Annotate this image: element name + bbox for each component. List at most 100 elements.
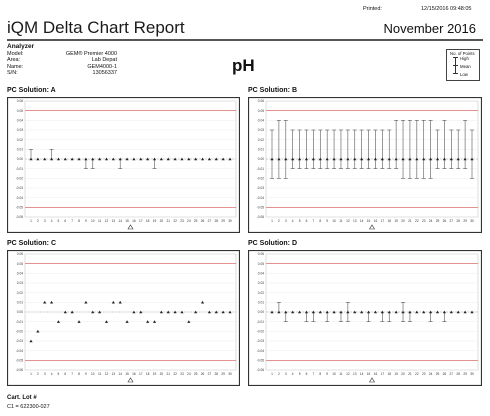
x-tick-label: 24	[429, 372, 433, 376]
mean-marker	[297, 310, 302, 314]
chart-frame	[248, 250, 482, 386]
mean-marker	[325, 310, 329, 314]
mean-marker	[104, 320, 109, 323]
info-key: S/N:	[7, 70, 18, 77]
mean-marker	[332, 157, 336, 161]
x-tick-label: 29	[221, 372, 225, 376]
info-value: GEM® Premier 4000	[65, 51, 117, 57]
mean-marker	[118, 300, 122, 304]
mean-marker	[194, 310, 198, 314]
x-tick-label: 21	[408, 372, 412, 376]
mean-marker	[214, 157, 218, 161]
x-tick-label: 16	[374, 219, 378, 223]
chart-pc-solution-a: 0.06 0.05 0.04 0.03 0.02 0.01 0.00 -0.01 -0.02 -0…	[7, 97, 240, 233]
mean-marker	[132, 157, 136, 161]
mean-marker	[277, 310, 281, 314]
analyte-title: pH	[232, 56, 255, 75]
mean-marker	[152, 320, 157, 323]
mean-marker	[408, 310, 412, 314]
x-tick-label: 5	[58, 372, 60, 376]
chart-pc-solution-b: 0.06 0.05 0.04 0.03 0.02 0.01 0.00 -0.01 -0.02 -0…	[248, 97, 482, 233]
x-tick-label: 30	[470, 219, 474, 223]
mean-marker	[360, 310, 364, 314]
mean-marker	[291, 157, 295, 161]
month-marker-icon	[368, 377, 376, 383]
x-tick-label: 28	[215, 219, 219, 223]
mean-marker	[284, 310, 288, 314]
x-tick-label: 15	[125, 372, 129, 376]
y-tick-label: -0.05	[257, 206, 264, 210]
x-tick-label: 4	[51, 372, 53, 376]
mean-marker	[284, 157, 288, 161]
info-value: GEM4000-1	[87, 63, 117, 70]
x-tick-label: 22	[415, 219, 419, 223]
x-tick-label: 12	[346, 219, 350, 223]
x-tick-label: 9	[326, 219, 328, 223]
legend-low-tick	[453, 73, 458, 74]
x-tick-label: 16	[374, 372, 378, 376]
mean-marker	[214, 310, 218, 314]
x-tick-label: 10	[91, 372, 95, 376]
mean-marker	[360, 157, 364, 161]
x-tick-label: 19	[394, 372, 398, 376]
y-tick-label: -0.06	[16, 215, 23, 219]
x-tick-label: 10	[332, 372, 336, 376]
x-tick-label: 3	[44, 219, 46, 223]
mean-marker	[77, 320, 81, 323]
y-tick-label: 0.02	[258, 291, 264, 295]
x-tick-label: 1	[30, 219, 32, 223]
x-tick-label: 23	[422, 219, 426, 223]
mean-marker	[311, 310, 315, 314]
x-tick-label: 14	[118, 219, 122, 223]
chart-pc-solution-d: 0.06 0.05 0.04 0.03 0.02 0.01 0.00 -0.01 -0.02 -0…	[248, 250, 482, 386]
mean-marker	[228, 157, 232, 161]
x-tick-label: 21	[166, 372, 170, 376]
mean-marker	[43, 157, 47, 161]
x-tick-label: 18	[387, 372, 391, 376]
x-tick-label: 9	[85, 219, 87, 223]
mean-marker	[346, 310, 350, 314]
x-tick-label: 27	[208, 219, 212, 223]
y-tick-label: -0.03	[257, 339, 264, 343]
x-tick-label: 9	[85, 372, 87, 376]
mean-marker	[200, 157, 205, 161]
x-tick-label: 2	[37, 219, 39, 223]
x-tick-label: 1	[271, 219, 273, 223]
mean-marker	[91, 157, 95, 161]
mean-marker	[187, 320, 191, 323]
x-tick-label: 11	[339, 372, 343, 376]
mean-marker	[159, 157, 163, 161]
y-tick-label: -0.04	[16, 196, 23, 200]
analyzer-heading: Analyzer	[7, 43, 35, 50]
x-tick-label: 6	[306, 372, 308, 376]
y-tick-label: -0.05	[16, 206, 23, 210]
mean-marker	[339, 310, 343, 314]
mean-marker	[394, 157, 398, 161]
mean-marker	[70, 310, 74, 314]
info-row-area: Area: Lab Depat	[7, 57, 127, 63]
x-tick-label: 23	[180, 372, 184, 376]
month-marker-icon	[368, 224, 376, 230]
mean-marker	[111, 157, 115, 161]
y-tick-label: -0.04	[257, 349, 264, 353]
x-tick-label: 21	[166, 219, 170, 223]
mean-marker	[442, 157, 447, 161]
legend-low-label: Low	[460, 72, 468, 77]
y-tick-label: 0.05	[17, 109, 23, 113]
info-key: Area:	[7, 57, 21, 64]
panel-title-c: PC Solution: C	[7, 240, 56, 247]
mean-marker	[56, 320, 61, 323]
mean-marker	[449, 310, 453, 314]
y-tick-label: -0.06	[16, 368, 23, 372]
x-tick-label: 18	[387, 219, 391, 223]
x-tick-label: 13	[353, 372, 357, 376]
x-tick-label: 8	[319, 372, 321, 376]
y-tick-label: 0.04	[17, 272, 23, 276]
mean-marker	[36, 329, 40, 333]
y-tick-label: -0.06	[257, 368, 264, 372]
chart-frame	[248, 97, 482, 233]
mean-marker	[463, 310, 467, 314]
y-tick-label: 0.05	[17, 262, 23, 266]
y-tick-label: 0.03	[258, 128, 264, 132]
x-tick-label: 12	[105, 219, 109, 223]
